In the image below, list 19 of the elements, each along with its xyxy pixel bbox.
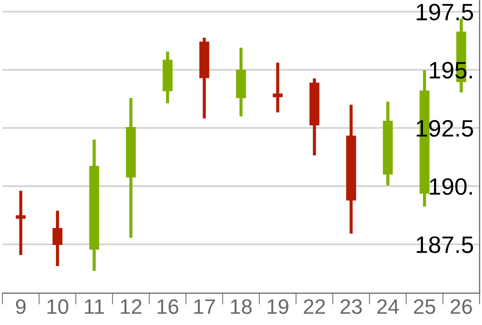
x-tick-label: 22	[304, 299, 325, 314]
x-tick-label: 24	[377, 299, 399, 314]
x-tick-label: 9	[16, 299, 26, 314]
y-tick-label: 197.5	[416, 4, 474, 20]
x-tick-label: 19	[268, 299, 288, 314]
y-tick-label: 187.5	[416, 236, 474, 254]
candlestick	[16, 190, 26, 255]
x-tick-label: 23	[340, 299, 362, 314]
candlestick	[52, 210, 62, 266]
candlestick	[272, 62, 283, 112]
y-tick-label: 190.	[430, 178, 472, 195]
x-tick-label: 17	[194, 299, 215, 314]
x-tick-label: 12	[120, 299, 142, 314]
x-tick-label: 26	[450, 299, 472, 314]
x-tick-label: 11	[84, 299, 104, 314]
x-tick-label: 10	[47, 299, 68, 314]
x-tick-label: 25	[414, 299, 436, 314]
x-tick-label: 18	[231, 299, 252, 314]
x-tick-label: 16	[158, 299, 178, 314]
